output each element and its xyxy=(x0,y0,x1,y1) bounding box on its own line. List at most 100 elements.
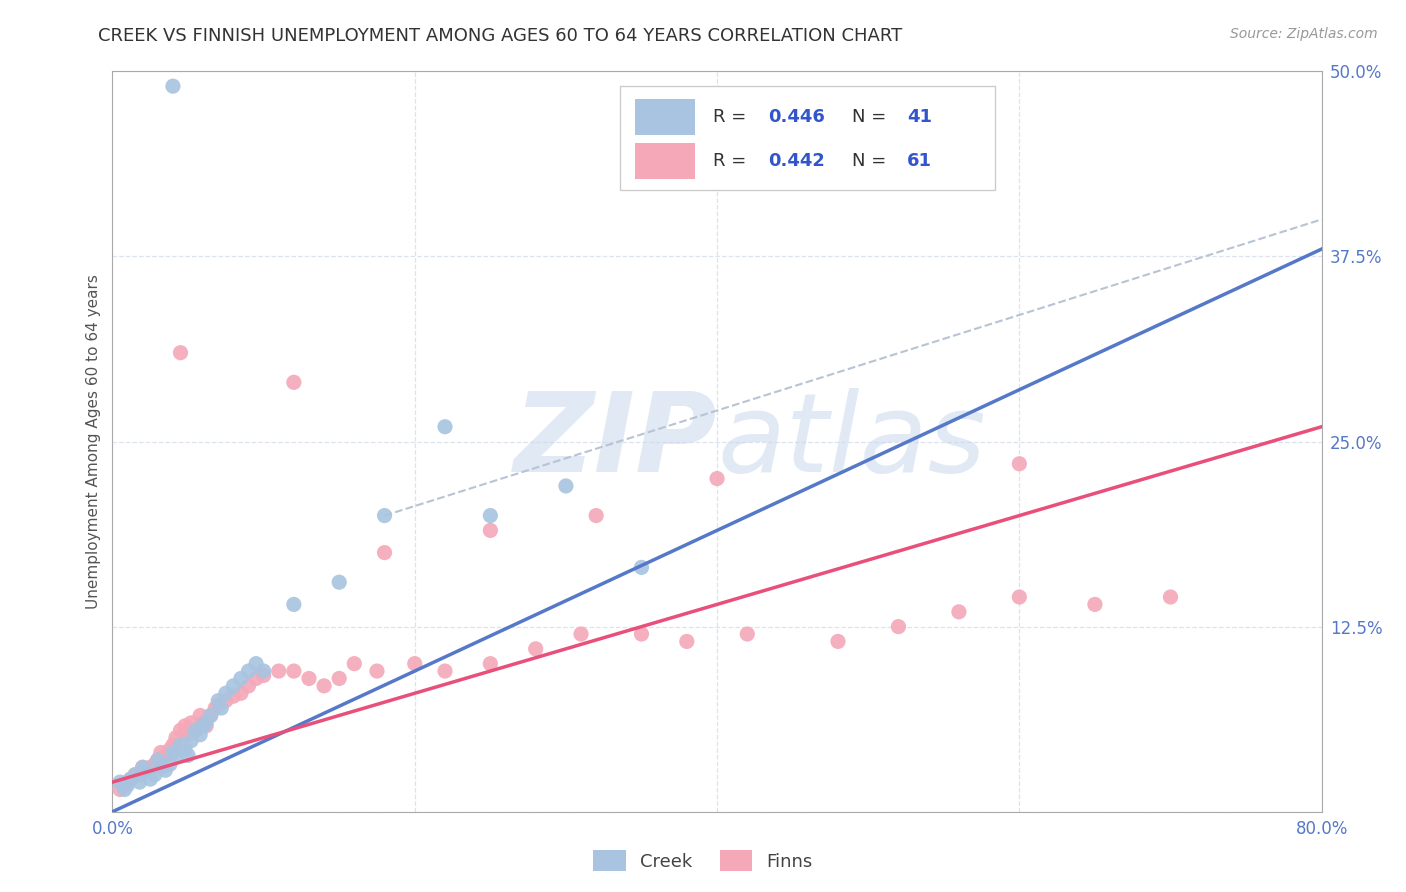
Text: 0.442: 0.442 xyxy=(768,152,825,169)
Point xyxy=(180,733,202,747)
Point xyxy=(177,748,200,763)
Point xyxy=(948,605,970,619)
Point xyxy=(1084,598,1107,612)
Point xyxy=(245,672,267,686)
Point xyxy=(887,619,910,633)
Point xyxy=(479,524,502,538)
Point xyxy=(204,701,226,715)
Point xyxy=(238,664,260,678)
Point xyxy=(128,775,150,789)
Point xyxy=(146,753,169,767)
Text: N =: N = xyxy=(852,108,893,127)
Point xyxy=(139,772,162,786)
Point xyxy=(737,627,759,641)
Point xyxy=(117,775,139,789)
Point xyxy=(195,715,218,730)
Point xyxy=(200,708,222,723)
Point xyxy=(209,701,232,715)
Point xyxy=(328,672,350,686)
Point xyxy=(146,753,169,767)
Point xyxy=(162,746,184,760)
Point xyxy=(229,686,252,700)
Point xyxy=(1008,590,1031,604)
Point xyxy=(207,694,229,708)
Point xyxy=(433,664,456,678)
Point xyxy=(343,657,366,671)
Point xyxy=(706,471,728,485)
Point xyxy=(162,79,184,94)
Point xyxy=(404,657,426,671)
Point xyxy=(108,782,131,797)
FancyBboxPatch shape xyxy=(620,87,995,190)
Point xyxy=(267,664,290,678)
Legend: Creek, Finns: Creek, Finns xyxy=(586,843,820,879)
Point xyxy=(155,764,177,778)
Point xyxy=(374,508,396,523)
Point xyxy=(238,679,260,693)
Point xyxy=(128,767,150,781)
Point xyxy=(120,772,142,786)
Point xyxy=(554,479,576,493)
Point xyxy=(215,686,238,700)
Text: Source: ZipAtlas.com: Source: ZipAtlas.com xyxy=(1230,27,1378,41)
Text: R =: R = xyxy=(713,108,752,127)
Point xyxy=(215,694,238,708)
Point xyxy=(149,746,172,760)
Point xyxy=(283,664,305,678)
Point xyxy=(283,376,305,390)
Point xyxy=(479,508,502,523)
Point xyxy=(135,764,157,778)
Point xyxy=(165,748,187,763)
Point xyxy=(630,560,652,574)
Point xyxy=(585,508,607,523)
Point xyxy=(184,723,207,738)
Point xyxy=(135,764,157,778)
Point xyxy=(139,760,162,774)
Point xyxy=(374,546,396,560)
Text: ZIP: ZIP xyxy=(513,388,717,495)
Point xyxy=(159,757,181,772)
Text: R =: R = xyxy=(713,152,752,169)
Bar xyxy=(636,143,696,178)
Point xyxy=(253,664,276,678)
Point xyxy=(180,715,202,730)
Point xyxy=(169,723,191,738)
Point xyxy=(117,778,139,792)
Text: 0.446: 0.446 xyxy=(768,108,825,127)
Point xyxy=(124,767,146,781)
Text: N =: N = xyxy=(852,152,893,169)
Point xyxy=(569,627,592,641)
Point xyxy=(328,575,350,590)
Point xyxy=(207,698,229,712)
Point xyxy=(524,641,547,656)
Point xyxy=(114,782,136,797)
Point xyxy=(132,760,155,774)
Text: atlas: atlas xyxy=(717,388,986,495)
Point xyxy=(229,672,252,686)
Y-axis label: Unemployment Among Ages 60 to 64 years: Unemployment Among Ages 60 to 64 years xyxy=(86,274,101,609)
Text: 61: 61 xyxy=(907,152,932,169)
Point xyxy=(162,738,184,752)
Point xyxy=(195,719,218,733)
Point xyxy=(184,723,207,738)
Point xyxy=(675,634,697,648)
Point xyxy=(120,772,142,786)
Point xyxy=(479,657,502,671)
Point xyxy=(222,679,245,693)
Point xyxy=(169,345,191,359)
Point xyxy=(433,419,456,434)
Point xyxy=(124,767,146,781)
Point xyxy=(165,731,187,745)
Point xyxy=(132,760,155,774)
Bar xyxy=(636,100,696,135)
Text: 41: 41 xyxy=(907,108,932,127)
Point xyxy=(200,708,222,723)
Point xyxy=(188,728,211,742)
Point xyxy=(314,679,336,693)
Point xyxy=(827,634,849,648)
Point xyxy=(177,728,200,742)
Point xyxy=(169,738,191,752)
Point xyxy=(366,664,388,678)
Point xyxy=(188,708,211,723)
Point xyxy=(174,719,197,733)
